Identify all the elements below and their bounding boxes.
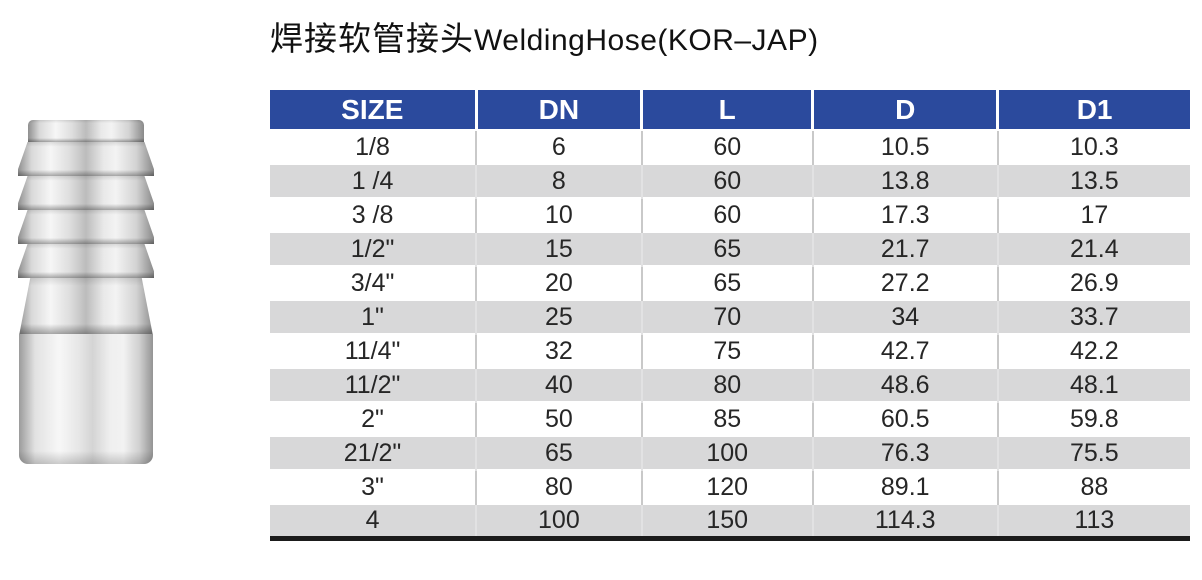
table-cell: 1" — [270, 300, 477, 334]
table-cell: 3" — [270, 470, 477, 504]
table-cell: 48.6 — [811, 368, 998, 402]
spec-table: SIZE DN L D D1 1/8 6 60 10.5 10.3 1 /4 8 60 13.8… — [270, 90, 1190, 541]
table-cell: 42.7 — [811, 334, 998, 368]
table-row: 3" 80 120 89.1 88 — [270, 470, 1190, 504]
page-title: 焊接软管接头WeldingHose(KOR–JAP) — [270, 16, 819, 62]
table-cell: 34 — [811, 300, 998, 334]
table-cell: 120 — [640, 470, 813, 504]
table-cell: 60 — [640, 130, 813, 164]
title-chinese: 焊接软管接头 — [270, 20, 474, 57]
table-cell: 17.3 — [811, 198, 998, 232]
table-cell: 3 /8 — [270, 198, 477, 232]
table-cell: 100 — [640, 436, 813, 470]
table-row: 11/2" 40 80 48.6 48.1 — [270, 368, 1190, 402]
table-cell: 33.7 — [996, 300, 1190, 334]
table-cell: 21/2" — [270, 436, 477, 470]
table-row: 1" 25 70 34 33.7 — [270, 300, 1190, 334]
table-cell: 60.5 — [811, 402, 998, 436]
table-cell: 10.3 — [996, 130, 1190, 164]
table-cell: 50 — [475, 402, 642, 436]
table-cell: 59.8 — [996, 402, 1190, 436]
table-row: 21/2" 65 100 76.3 75.5 — [270, 436, 1190, 470]
table-cell: 20 — [475, 266, 642, 300]
table-cell: 89.1 — [811, 470, 998, 504]
col-header-d1: D1 — [996, 90, 1190, 130]
table-cell: 60 — [640, 198, 813, 232]
table-cell: 76.3 — [811, 436, 998, 470]
table-cell: 75 — [640, 334, 813, 368]
table-cell: 17 — [996, 198, 1190, 232]
table-cell: 1/2" — [270, 232, 477, 266]
table-cell: 85 — [640, 402, 813, 436]
table-row: 1 /4 8 60 13.8 13.5 — [270, 164, 1190, 198]
table-cell: 25 — [475, 300, 642, 334]
table-cell: 40 — [475, 368, 642, 402]
table-cell: 80 — [640, 368, 813, 402]
table-row: 1/2" 15 65 21.7 21.4 — [270, 232, 1190, 266]
table-row: 4 100 150 114.3 113 — [270, 504, 1190, 538]
fitting-body — [19, 334, 153, 464]
table-cell: 26.9 — [996, 266, 1190, 300]
table-cell: 6 — [475, 130, 642, 164]
fitting-shoulder — [19, 278, 153, 334]
table-cell: 1 /4 — [270, 164, 477, 198]
table-cell: 10.5 — [811, 130, 998, 164]
table-cell: 32 — [475, 334, 642, 368]
title-english: WeldingHose(KOR–JAP) — [474, 24, 819, 57]
table-cell: 3/4" — [270, 266, 477, 300]
table-cell: 65 — [640, 266, 813, 300]
col-header-d: D — [811, 90, 998, 130]
table-cell: 65 — [640, 232, 813, 266]
product-photo — [18, 120, 154, 464]
table-cell: 2" — [270, 402, 477, 436]
table-cell: 15 — [475, 232, 642, 266]
table-cell: 88 — [996, 470, 1190, 504]
table-cell: 65 — [475, 436, 642, 470]
col-header-l: L — [640, 90, 813, 130]
fitting-tip — [27, 120, 145, 142]
barb-ring — [18, 244, 154, 278]
table-header-row: SIZE DN L D D1 — [270, 90, 1190, 130]
table-cell: 80 — [475, 470, 642, 504]
table-cell: 60 — [640, 164, 813, 198]
table-row: 11/4" 32 75 42.7 42.2 — [270, 334, 1190, 368]
table-cell: 1/8 — [270, 130, 477, 164]
table-row: 3/4" 20 65 27.2 26.9 — [270, 266, 1190, 300]
col-header-size: SIZE — [270, 90, 477, 130]
table-cell: 13.8 — [811, 164, 998, 198]
table-cell: 11/2" — [270, 368, 477, 402]
table-row: 2" 50 85 60.5 59.8 — [270, 402, 1190, 436]
table-cell: 70 — [640, 300, 813, 334]
table-cell: 13.5 — [996, 164, 1190, 198]
table-cell: 21.4 — [996, 232, 1190, 266]
table-cell: 21.7 — [811, 232, 998, 266]
table-cell: 150 — [640, 504, 813, 538]
spec-table-body: 1/8 6 60 10.5 10.3 1 /4 8 60 13.8 13.5 3 /8 10 60 17.… — [270, 130, 1190, 538]
table-cell: 4 — [270, 504, 477, 538]
table-cell: 114.3 — [811, 504, 998, 538]
table-cell: 27.2 — [811, 266, 998, 300]
table-cell: 10 — [475, 198, 642, 232]
table-cell: 75.5 — [996, 436, 1190, 470]
barb-ring — [18, 176, 154, 210]
table-cell: 42.2 — [996, 334, 1190, 368]
table-cell: 8 — [475, 164, 642, 198]
barb-ring — [18, 142, 154, 176]
table-cell: 11/4" — [270, 334, 477, 368]
table-row: 1/8 6 60 10.5 10.3 — [270, 130, 1190, 164]
col-header-dn: DN — [474, 90, 642, 130]
barb-ring — [18, 210, 154, 244]
table-cell: 48.1 — [996, 368, 1190, 402]
table-cell: 100 — [475, 504, 642, 538]
table-row: 3 /8 10 60 17.3 17 — [270, 198, 1190, 232]
table-cell: 113 — [996, 504, 1190, 538]
